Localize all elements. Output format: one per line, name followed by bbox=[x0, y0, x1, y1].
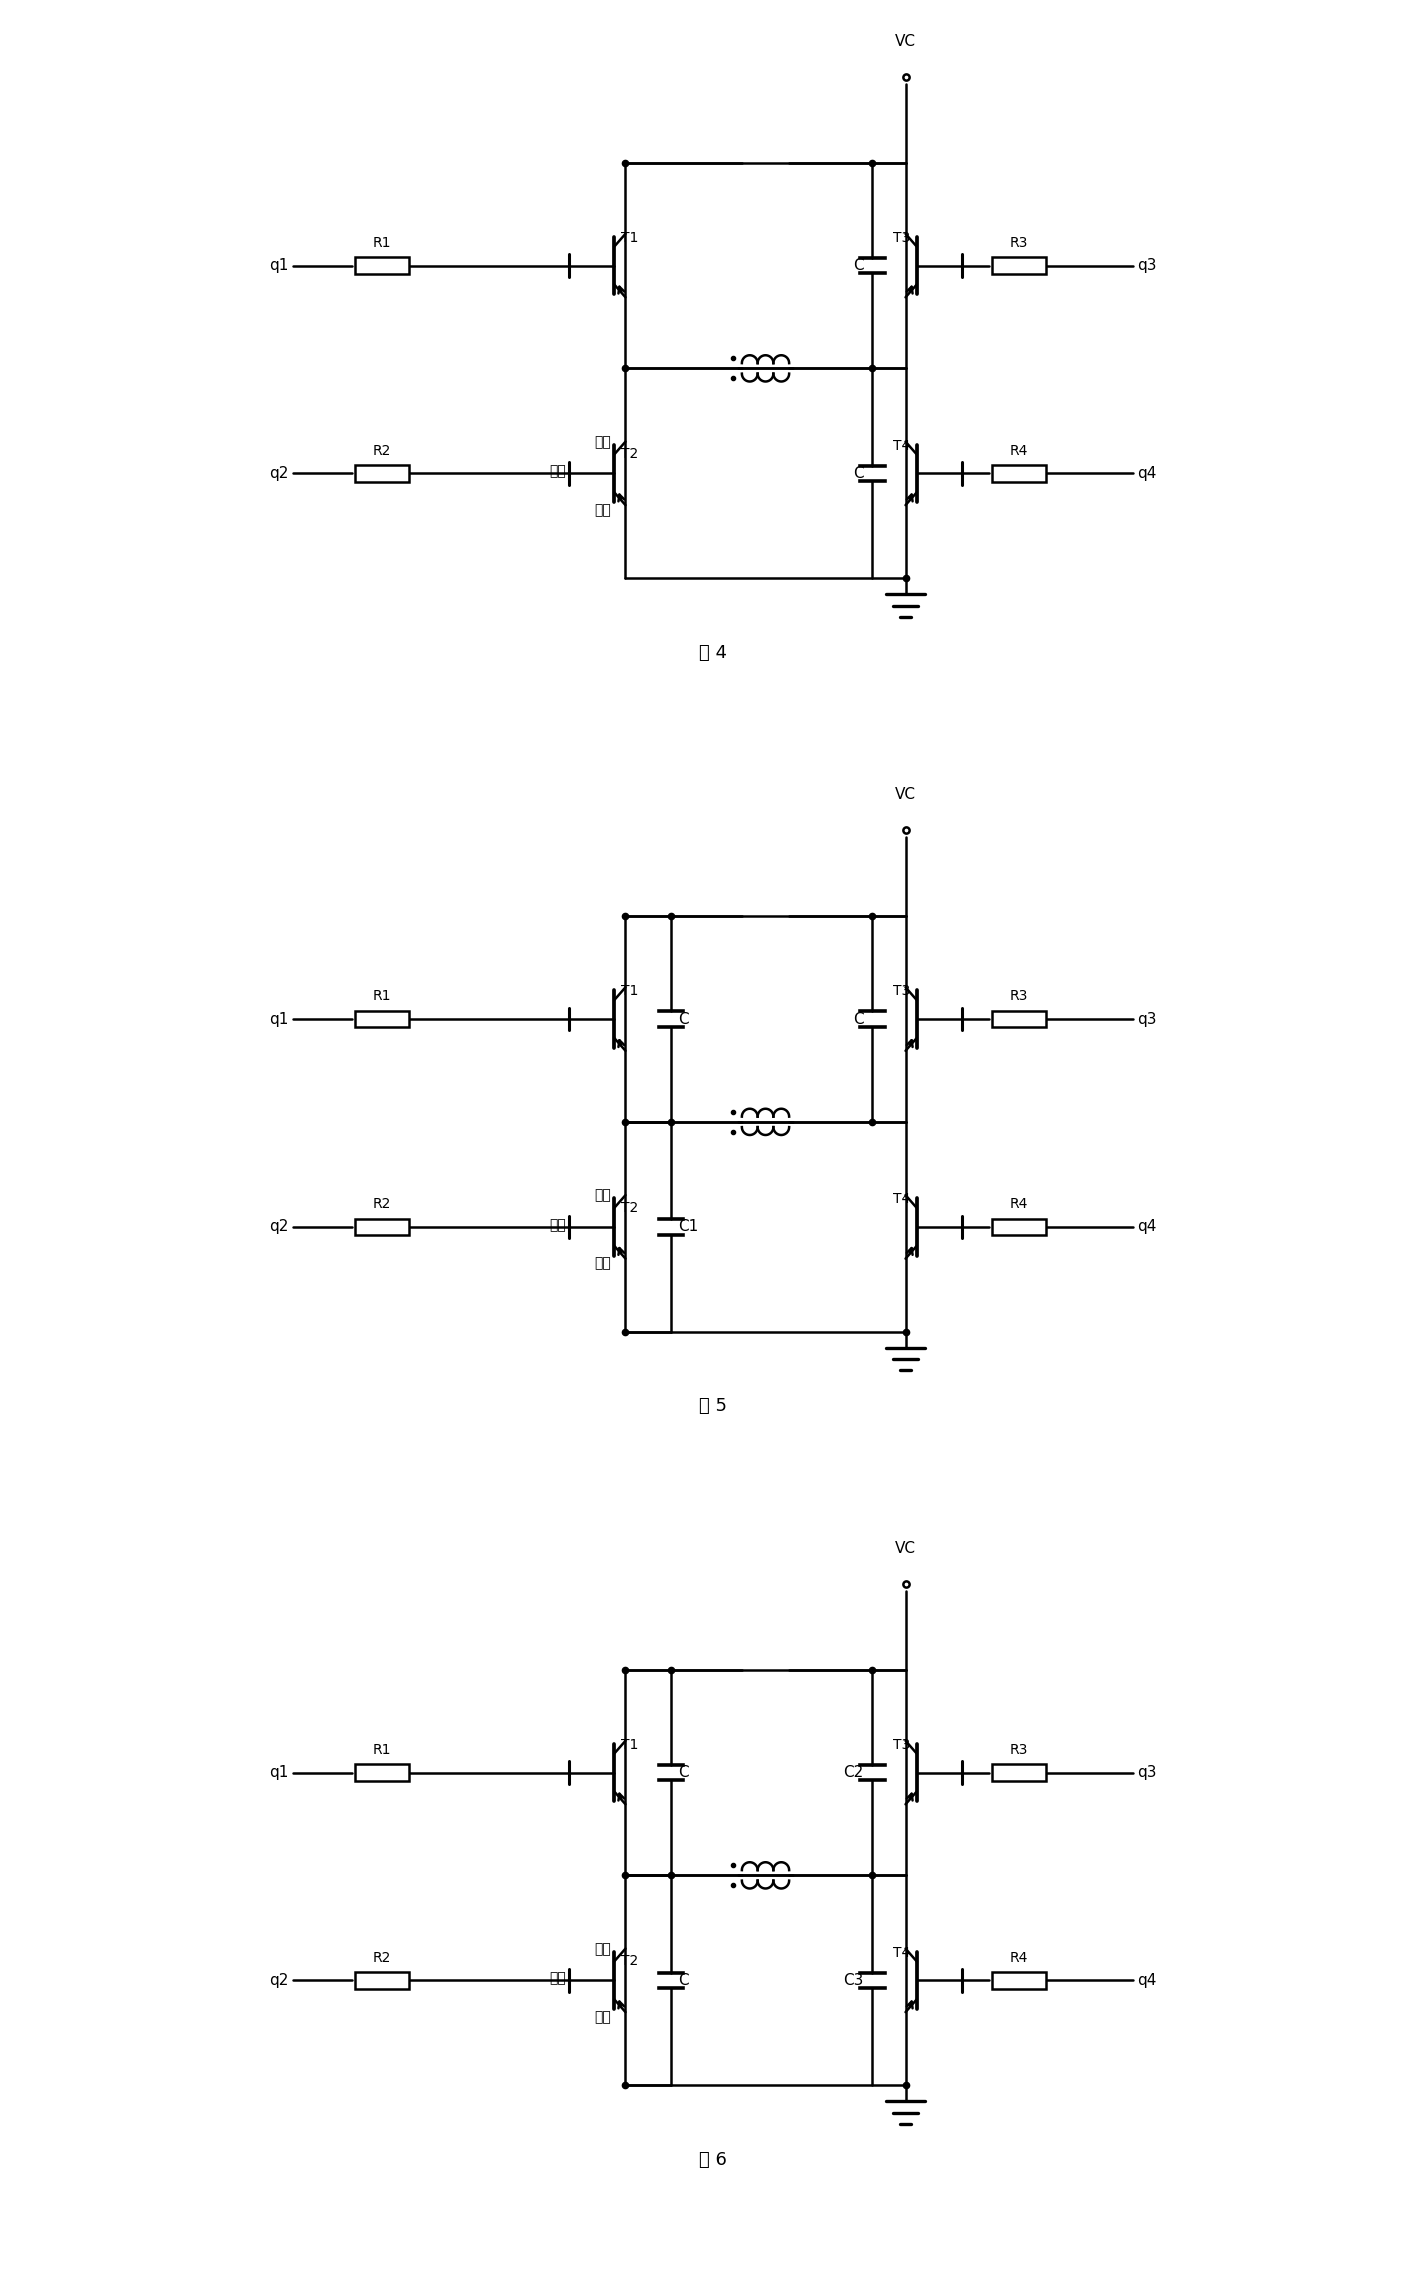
Text: T3: T3 bbox=[893, 985, 910, 999]
Bar bbox=[992, 257, 1047, 275]
Text: R4: R4 bbox=[1010, 1196, 1028, 1212]
Bar bbox=[992, 465, 1047, 481]
Text: q1: q1 bbox=[270, 259, 288, 272]
Text: C2: C2 bbox=[843, 1766, 864, 1780]
Text: R2: R2 bbox=[374, 1196, 391, 1212]
Text: q1: q1 bbox=[270, 1766, 288, 1780]
Text: 漏极: 漏极 bbox=[593, 2011, 610, 2025]
Text: q2: q2 bbox=[270, 1219, 288, 1235]
Text: 图 5: 图 5 bbox=[699, 1398, 727, 1414]
Text: T4: T4 bbox=[893, 438, 910, 452]
Text: T1: T1 bbox=[622, 1739, 639, 1752]
Text: 漏极: 漏极 bbox=[593, 1258, 610, 1271]
Bar bbox=[992, 1219, 1047, 1235]
Bar bbox=[355, 257, 409, 275]
Text: C: C bbox=[853, 1012, 864, 1026]
Text: 漏极: 漏极 bbox=[593, 504, 610, 518]
Text: R2: R2 bbox=[374, 1950, 391, 1964]
Text: q3: q3 bbox=[1138, 259, 1156, 272]
Text: R3: R3 bbox=[1010, 236, 1028, 250]
Bar bbox=[355, 1010, 409, 1028]
Text: C: C bbox=[677, 1012, 689, 1026]
Text: 栅极: 栅极 bbox=[549, 465, 566, 479]
Text: q4: q4 bbox=[1138, 1973, 1156, 1989]
Text: T3: T3 bbox=[893, 1739, 910, 1752]
Bar bbox=[355, 1219, 409, 1235]
Text: 源极: 源极 bbox=[593, 1189, 610, 1203]
Text: q2: q2 bbox=[270, 1973, 288, 1989]
Text: C: C bbox=[677, 1766, 689, 1780]
Text: R1: R1 bbox=[374, 236, 392, 250]
Text: T2: T2 bbox=[622, 447, 639, 461]
Bar bbox=[992, 1973, 1047, 1989]
Text: VC: VC bbox=[896, 1541, 915, 1555]
Text: 图 6: 图 6 bbox=[699, 2150, 727, 2168]
Text: T2: T2 bbox=[622, 1954, 639, 1968]
Text: R3: R3 bbox=[1010, 990, 1028, 1003]
Bar bbox=[355, 465, 409, 481]
Text: C: C bbox=[677, 1973, 689, 1989]
Text: q1: q1 bbox=[270, 1012, 288, 1026]
Text: T1: T1 bbox=[622, 232, 639, 245]
Text: R4: R4 bbox=[1010, 1950, 1028, 1964]
Bar bbox=[992, 1764, 1047, 1782]
Text: q3: q3 bbox=[1138, 1766, 1156, 1780]
Text: q2: q2 bbox=[270, 465, 288, 481]
Text: q3: q3 bbox=[1138, 1012, 1156, 1026]
Text: q4: q4 bbox=[1138, 465, 1156, 481]
Text: C: C bbox=[853, 465, 864, 481]
Text: 源极: 源极 bbox=[593, 436, 610, 449]
Text: R3: R3 bbox=[1010, 1743, 1028, 1757]
Text: C3: C3 bbox=[843, 1973, 864, 1989]
Text: R2: R2 bbox=[374, 443, 391, 459]
Text: q4: q4 bbox=[1138, 1219, 1156, 1235]
Bar bbox=[355, 1764, 409, 1782]
Text: T3: T3 bbox=[893, 232, 910, 245]
Text: T1: T1 bbox=[622, 985, 639, 999]
Bar bbox=[992, 1010, 1047, 1028]
Text: T4: T4 bbox=[893, 1192, 910, 1205]
Text: 源极: 源极 bbox=[593, 1941, 610, 1957]
Text: T2: T2 bbox=[622, 1201, 639, 1214]
Text: 栅极: 栅极 bbox=[549, 1219, 566, 1233]
Text: T4: T4 bbox=[893, 1945, 910, 1959]
Text: VC: VC bbox=[896, 788, 915, 804]
Text: C1: C1 bbox=[677, 1219, 699, 1235]
Text: C: C bbox=[853, 259, 864, 272]
Text: VC: VC bbox=[896, 34, 915, 50]
Text: 栅极: 栅极 bbox=[549, 1973, 566, 1986]
Text: R4: R4 bbox=[1010, 443, 1028, 459]
Text: R1: R1 bbox=[374, 990, 392, 1003]
Text: 图 4: 图 4 bbox=[699, 645, 727, 663]
Text: R1: R1 bbox=[374, 1743, 392, 1757]
Bar bbox=[355, 1973, 409, 1989]
